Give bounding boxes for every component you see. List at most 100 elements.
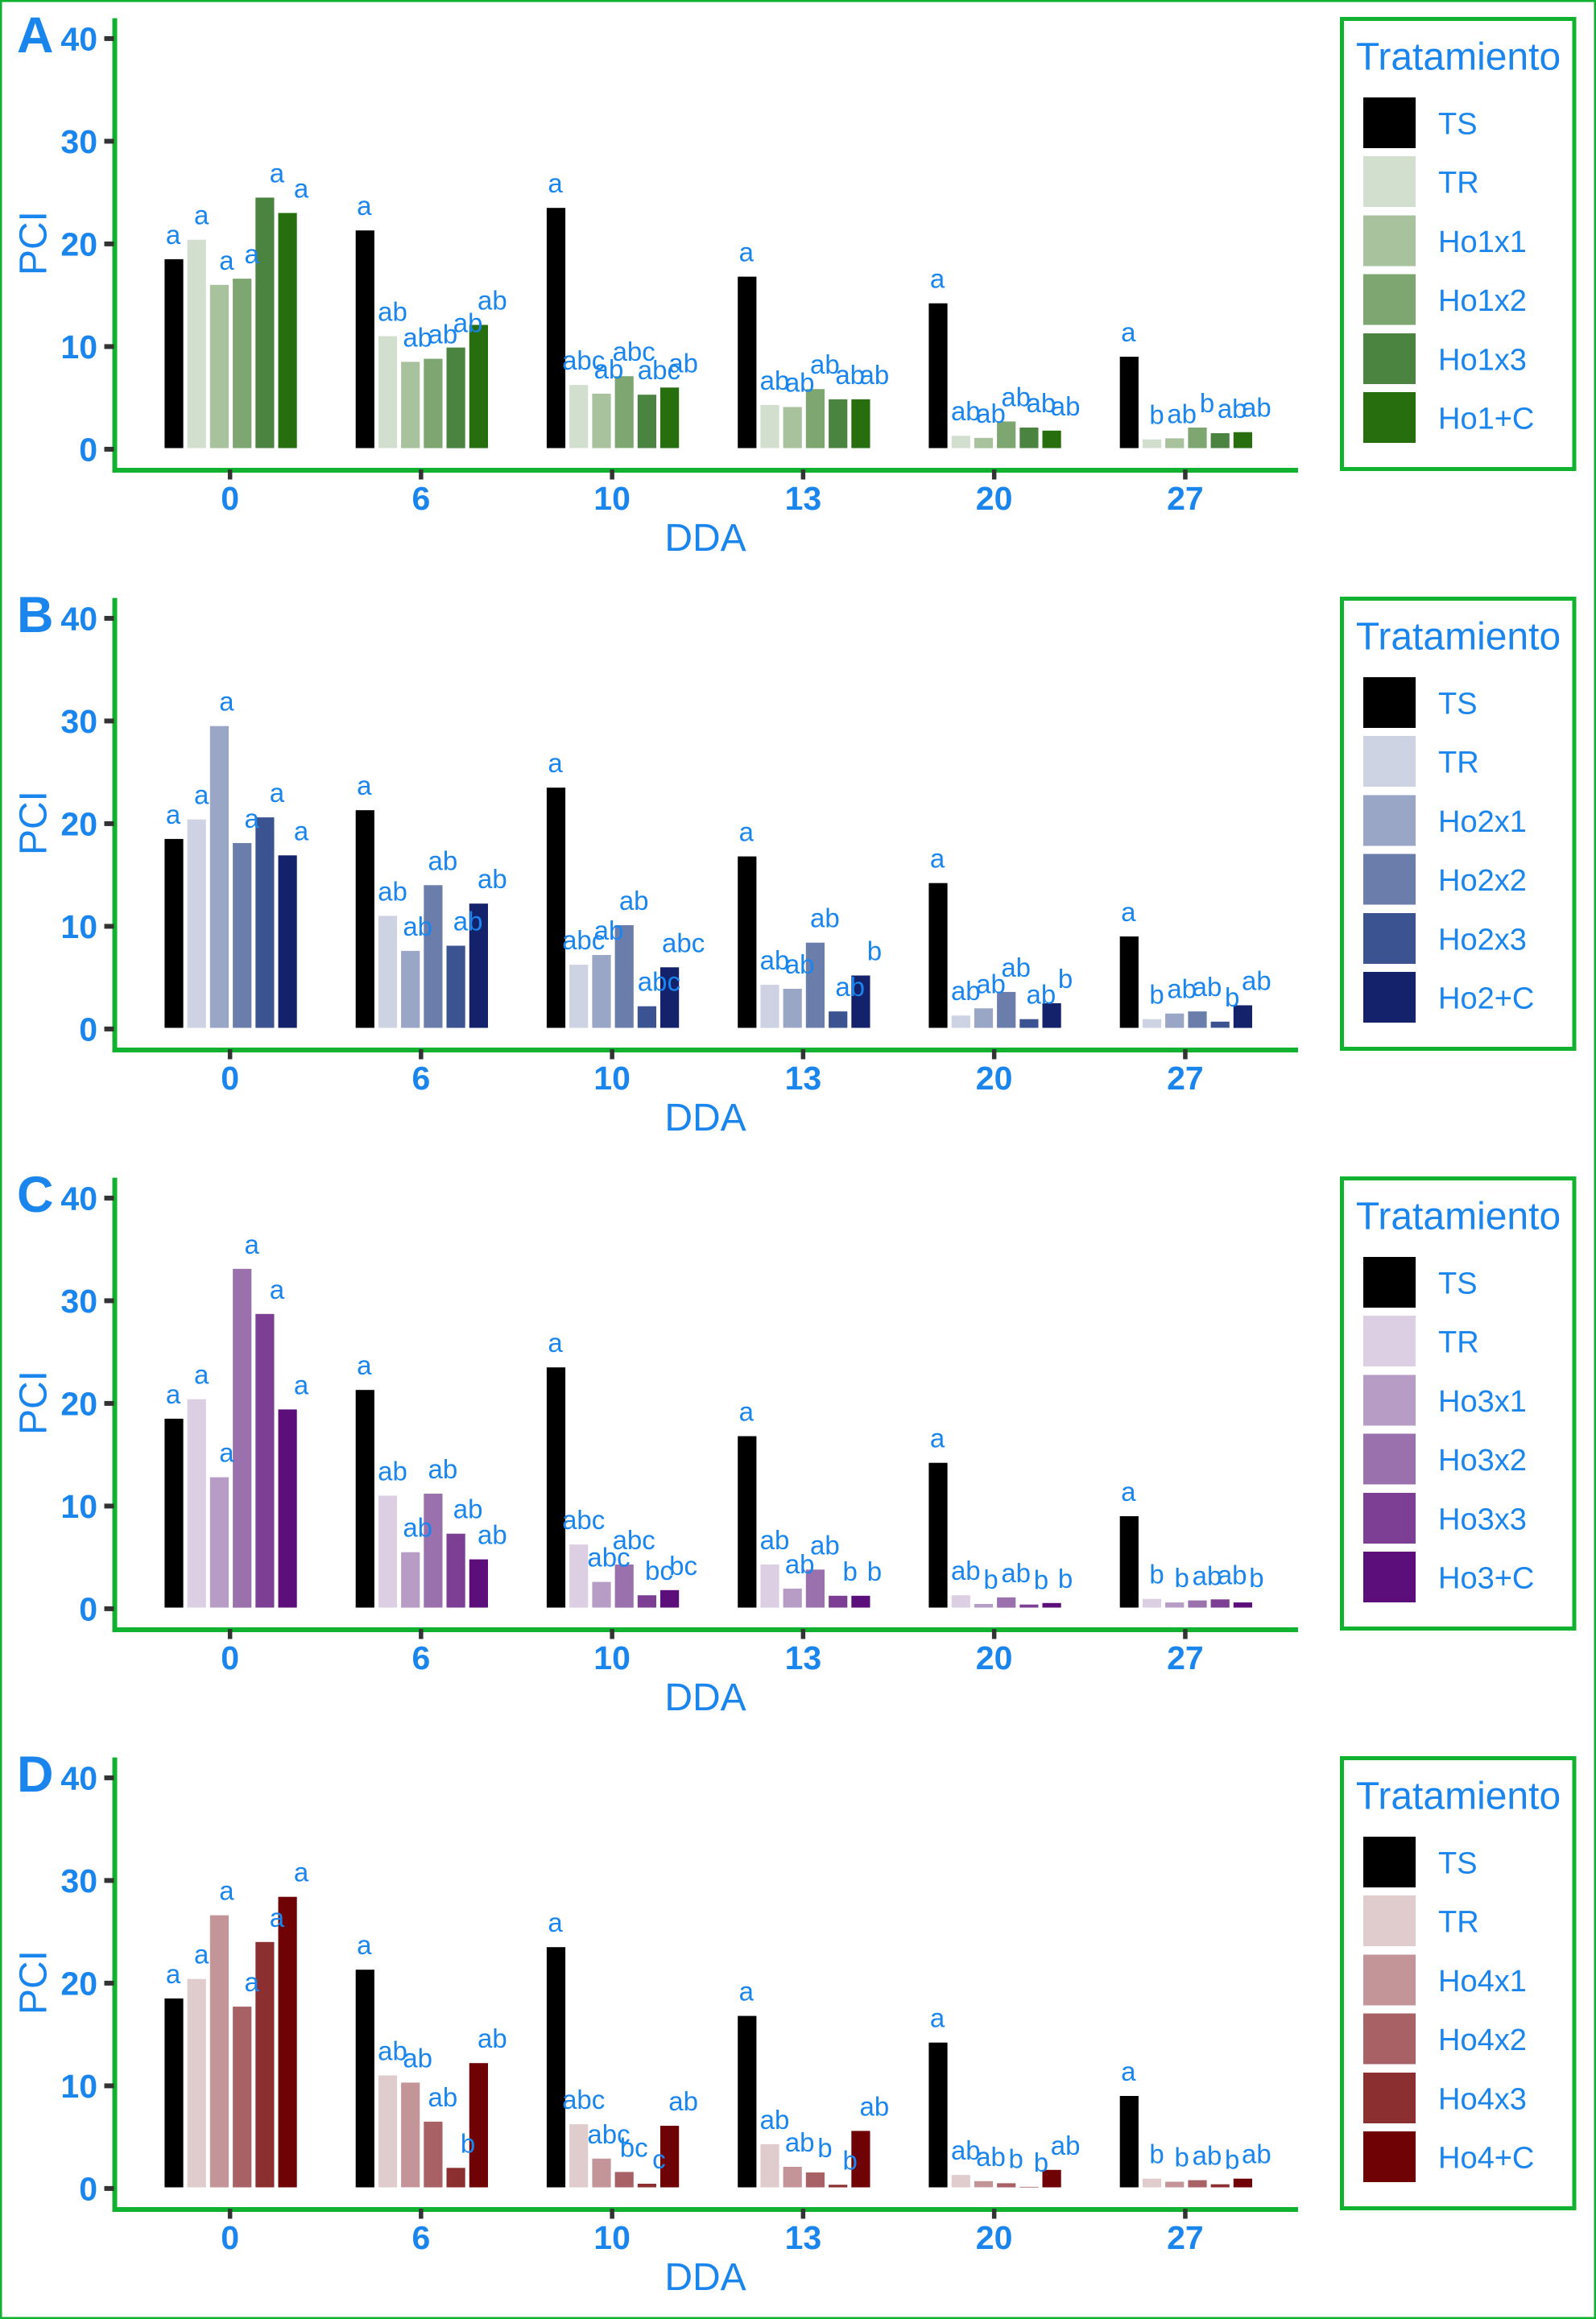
svg-text:ab: ab (1167, 974, 1197, 1004)
svg-text:a: a (219, 246, 234, 275)
svg-text:TS: TS (1438, 1846, 1478, 1880)
svg-text:ab: ab (785, 2127, 815, 2157)
svg-text:a: a (548, 748, 563, 778)
svg-text:13: 13 (785, 480, 822, 517)
svg-text:ab: ab (810, 903, 840, 933)
svg-text:ab: ab (1027, 980, 1056, 1010)
svg-text:a: a (194, 1940, 209, 1970)
svg-text:10: 10 (593, 2219, 631, 2256)
svg-text:0: 0 (221, 480, 239, 517)
svg-text:10: 10 (60, 908, 97, 945)
svg-text:10: 10 (60, 1488, 97, 1525)
svg-text:abc: abc (562, 345, 605, 375)
svg-text:b: b (1009, 2143, 1023, 2173)
svg-text:b: b (843, 2145, 858, 2175)
svg-text:ab: ab (594, 354, 624, 384)
svg-text:Ho1+C: Ho1+C (1438, 402, 1534, 436)
svg-text:ab: ab (785, 1549, 815, 1579)
svg-text:Ho1x3: Ho1x3 (1438, 343, 1527, 377)
svg-text:10: 10 (60, 329, 97, 366)
svg-text:30: 30 (60, 123, 97, 160)
svg-text:ab: ab (1193, 972, 1222, 1002)
svg-text:Ho1x1: Ho1x1 (1438, 225, 1527, 259)
svg-text:b: b (1225, 982, 1239, 1012)
svg-text:Ho3x1: Ho3x1 (1438, 1385, 1527, 1419)
svg-text:TS: TS (1438, 107, 1478, 141)
svg-text:27: 27 (1167, 480, 1204, 517)
svg-text:ab: ab (378, 297, 407, 327)
svg-text:27: 27 (1167, 1060, 1204, 1097)
svg-text:a: a (219, 1438, 234, 1468)
svg-text:a: a (294, 174, 309, 204)
svg-text:abc: abc (662, 928, 705, 957)
svg-text:ab: ab (1242, 2139, 1271, 2169)
svg-text:ab: ab (619, 886, 649, 916)
svg-text:a: a (1121, 1477, 1136, 1507)
svg-text:a: a (294, 816, 309, 845)
svg-text:a: a (739, 1977, 755, 2007)
svg-text:Ho1x2: Ho1x2 (1438, 284, 1527, 318)
svg-text:a: a (739, 817, 755, 847)
svg-text:ab: ab (1242, 966, 1271, 996)
svg-text:Ho4x2: Ho4x2 (1438, 2023, 1527, 2057)
svg-text:ab: ab (378, 2036, 407, 2066)
svg-text:ab: ab (1218, 394, 1247, 424)
svg-text:20: 20 (976, 1060, 1013, 1097)
svg-text:D: D (17, 1746, 54, 1803)
svg-text:Tratamiento: Tratamiento (1356, 36, 1561, 79)
svg-text:ab: ab (976, 969, 1006, 998)
svg-text:13: 13 (785, 1060, 822, 1097)
svg-text:20: 20 (60, 1966, 97, 2003)
svg-text:ab: ab (1001, 953, 1031, 982)
svg-text:b: b (1225, 2145, 1239, 2175)
svg-text:TS: TS (1438, 687, 1478, 721)
svg-text:ab: ab (1242, 393, 1271, 423)
svg-text:10: 10 (593, 1060, 631, 1097)
svg-text:a: a (219, 1876, 234, 1906)
svg-text:b: b (1058, 1564, 1073, 1594)
svg-text:a: a (739, 1397, 755, 1427)
svg-text:ab: ab (478, 2023, 507, 2053)
svg-text:abc: abc (587, 1543, 630, 1573)
svg-text:a: a (357, 771, 372, 800)
svg-text:a: a (270, 1903, 285, 1932)
svg-text:ab: ab (403, 911, 432, 941)
svg-text:ab: ab (810, 1530, 840, 1560)
svg-text:abc: abc (613, 337, 655, 366)
svg-text:b: b (983, 1565, 998, 1594)
svg-text:ab: ab (453, 308, 483, 338)
svg-text:a: a (294, 1370, 309, 1399)
svg-text:ab: ab (453, 907, 483, 936)
svg-text:0: 0 (221, 1639, 239, 1676)
svg-text:Ho2x2: Ho2x2 (1438, 864, 1527, 898)
svg-text:a: a (1121, 2057, 1136, 2086)
svg-text:0: 0 (79, 2171, 97, 2208)
svg-text:ab: ab (428, 320, 458, 349)
svg-text:ab: ab (835, 360, 865, 390)
svg-text:c: c (652, 2144, 666, 2174)
svg-text:a: a (166, 800, 181, 829)
svg-text:ab: ab (403, 322, 432, 352)
svg-text:b: b (1149, 1560, 1164, 1589)
svg-text:Ho4x3: Ho4x3 (1438, 2082, 1527, 2116)
svg-text:ab: ab (478, 1520, 507, 1550)
svg-text:a: a (548, 1328, 563, 1358)
svg-text:a: a (270, 1275, 285, 1304)
svg-text:10: 10 (593, 1639, 631, 1676)
svg-text:a: a (194, 200, 209, 230)
svg-text:20: 20 (60, 226, 97, 263)
svg-text:a: a (1121, 317, 1136, 347)
svg-text:6: 6 (411, 1060, 430, 1097)
svg-text:a: a (294, 1858, 309, 1887)
svg-text:6: 6 (411, 1639, 430, 1676)
svg-text:20: 20 (976, 1639, 1013, 1676)
svg-text:0: 0 (79, 1011, 97, 1048)
svg-text:b: b (461, 2128, 475, 2158)
svg-text:ab: ab (428, 2082, 458, 2112)
svg-text:ab: ab (760, 2105, 790, 2135)
svg-text:ab: ab (1193, 2141, 1222, 2171)
svg-text:a: a (548, 168, 563, 198)
svg-text:DDA: DDA (664, 2256, 746, 2299)
svg-text:TR: TR (1438, 746, 1479, 779)
svg-text:a: a (930, 844, 945, 874)
